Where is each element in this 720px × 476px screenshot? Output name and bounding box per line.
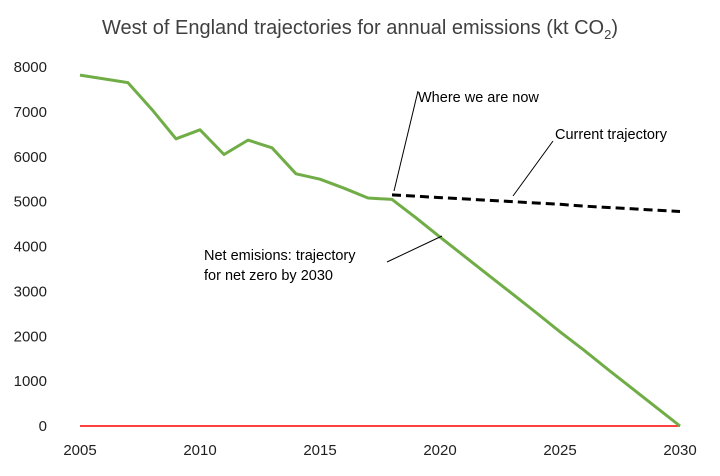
y-tick-label: 2000 xyxy=(14,328,47,345)
annotation-where-we-are-now: Where we are now xyxy=(418,90,539,106)
x-tick-label: 2005 xyxy=(63,442,96,459)
annotation-where-we-are-now-leader xyxy=(393,90,419,192)
annotations: Where we are now Current trajectory Net em… xyxy=(204,90,668,284)
net-zero-trajectory-line xyxy=(79,73,681,428)
y-tick-label: 6000 xyxy=(14,149,47,166)
current-trajectory-line xyxy=(391,193,681,213)
y-tick-label: 4000 xyxy=(14,239,47,256)
chart-title-suffix: ) xyxy=(611,17,618,39)
x-tick-label: 2020 xyxy=(423,442,456,459)
y-tick-label: 5000 xyxy=(14,194,47,211)
y-tick-label: 0 xyxy=(39,418,47,435)
x-tick-label: 2030 xyxy=(663,442,696,459)
y-axis: 0 1000 2000 3000 4000 5000 6000 7000 8000 xyxy=(14,59,47,435)
annotation-net-zero-trajectory: for net zero by 2030 xyxy=(204,268,333,284)
annotation-net-zero-trajectory-leader xyxy=(386,235,443,263)
chart-title-main: West of England trajectories for annual … xyxy=(102,17,604,39)
x-tick-label: 2025 xyxy=(543,442,576,459)
x-axis: 2005 2010 2015 2020 2025 2030 xyxy=(63,442,696,459)
y-tick-label: 1000 xyxy=(14,373,47,390)
y-tick-label: 3000 xyxy=(14,283,47,300)
plot-area xyxy=(79,73,681,428)
y-tick-label: 8000 xyxy=(14,59,47,76)
annotation-current-trajectory-leader xyxy=(512,140,554,197)
annotation-net-zero-trajectory: Net emisions: trajectory xyxy=(204,248,356,264)
chart-title: West of England trajectories for annual … xyxy=(102,17,618,42)
x-tick-label: 2010 xyxy=(183,442,216,459)
y-tick-label: 7000 xyxy=(14,104,47,121)
annotation-current-trajectory: Current trajectory xyxy=(555,127,668,143)
x-tick-label: 2015 xyxy=(303,442,336,459)
chart-title-subscript: 2 xyxy=(604,27,611,42)
